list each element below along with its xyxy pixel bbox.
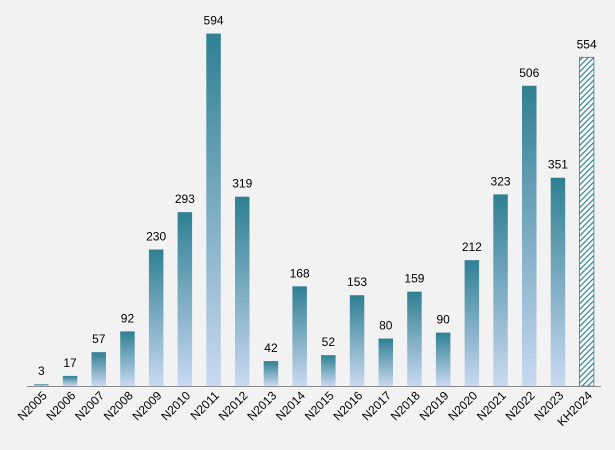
- tick-label-n2010: N2010: [158, 388, 193, 423]
- value-label-n2008: 92: [121, 311, 135, 325]
- bar-n2023: [550, 177, 566, 386]
- bar-n2020: [464, 260, 480, 386]
- tick-label-n2014: N2014: [273, 388, 308, 423]
- bar-n2019: [435, 332, 451, 386]
- tick-label-n2022: N2022: [503, 388, 538, 423]
- bar-n2016: [349, 295, 365, 386]
- bar-n2015: [321, 355, 336, 386]
- value-label-n2009: 230: [146, 230, 166, 244]
- tick-label-n2015: N2015: [302, 388, 337, 423]
- value-label-n2010: 293: [175, 192, 195, 206]
- tick-label-n2011: N2011: [188, 388, 223, 423]
- tick-label-n2016: N2016: [331, 388, 366, 423]
- value-label-n2017: 80: [379, 319, 393, 333]
- value-label-n2006: 17: [63, 356, 77, 370]
- bar-n2021: [493, 194, 508, 386]
- bar-kh2024: [579, 56, 595, 387]
- value-label-n2022: 506: [519, 66, 539, 80]
- tick-label-n2005: N2005: [15, 388, 50, 423]
- value-label-n2011: 594: [204, 14, 224, 28]
- value-label-n2016: 153: [347, 275, 367, 289]
- bar-n2010: [177, 212, 193, 386]
- value-label-n2007: 57: [92, 332, 106, 346]
- bar-n2014: [292, 286, 307, 386]
- tick-label-n2013: N2013: [244, 388, 279, 423]
- bar-n2022: [522, 85, 537, 387]
- tick-label-n2006: N2006: [44, 388, 79, 423]
- tick-label-n2017: N2017: [359, 388, 394, 423]
- value-label-n2014: 168: [290, 266, 310, 280]
- value-label-n2023: 351: [548, 158, 568, 172]
- bar-n2007: [91, 352, 106, 386]
- value-label-n2020: 212: [462, 240, 482, 254]
- value-label-n2019: 90: [436, 313, 450, 327]
- tick-label-n2020: N2020: [445, 388, 480, 423]
- tick-label-n2007: N2007: [72, 388, 107, 423]
- bar-n2017: [378, 338, 393, 386]
- bar-n2005: [34, 384, 49, 386]
- bar-n2011: [206, 33, 221, 387]
- bar-n2008: [120, 331, 135, 386]
- tick-label-n2012: N2012: [216, 388, 251, 423]
- bars-group: [34, 33, 595, 387]
- value-label-n2012: 319: [232, 177, 252, 191]
- value-label-n2018: 159: [404, 272, 424, 286]
- value-label-kh2024: 554: [577, 37, 597, 51]
- bar-n2006: [62, 375, 78, 386]
- bar-n2012: [235, 196, 250, 386]
- bar-n2013: [263, 361, 279, 386]
- tick-label-n2018: N2018: [388, 388, 423, 423]
- value-label-n2021: 323: [491, 174, 511, 188]
- tick-label-n2009: N2009: [130, 388, 165, 423]
- value-labels-group: 3 17 57 92 230 293 594 319 42 168 52 153 80 159 90 212 3…: [38, 14, 597, 379]
- value-label-n2015: 52: [322, 335, 336, 349]
- value-label-n2005: 3: [38, 364, 45, 378]
- tick-label-n2008: N2008: [101, 388, 136, 423]
- x-tick-labels-group: N2005N2006N2007N2008N2009N2010N2011N2012…: [15, 388, 595, 429]
- bar-n2009: [148, 249, 164, 386]
- bar-n2018: [407, 291, 422, 386]
- tick-label-n2019: N2019: [417, 388, 452, 423]
- tick-label-n2021: N2021: [474, 388, 509, 423]
- value-label-n2013: 42: [264, 341, 278, 355]
